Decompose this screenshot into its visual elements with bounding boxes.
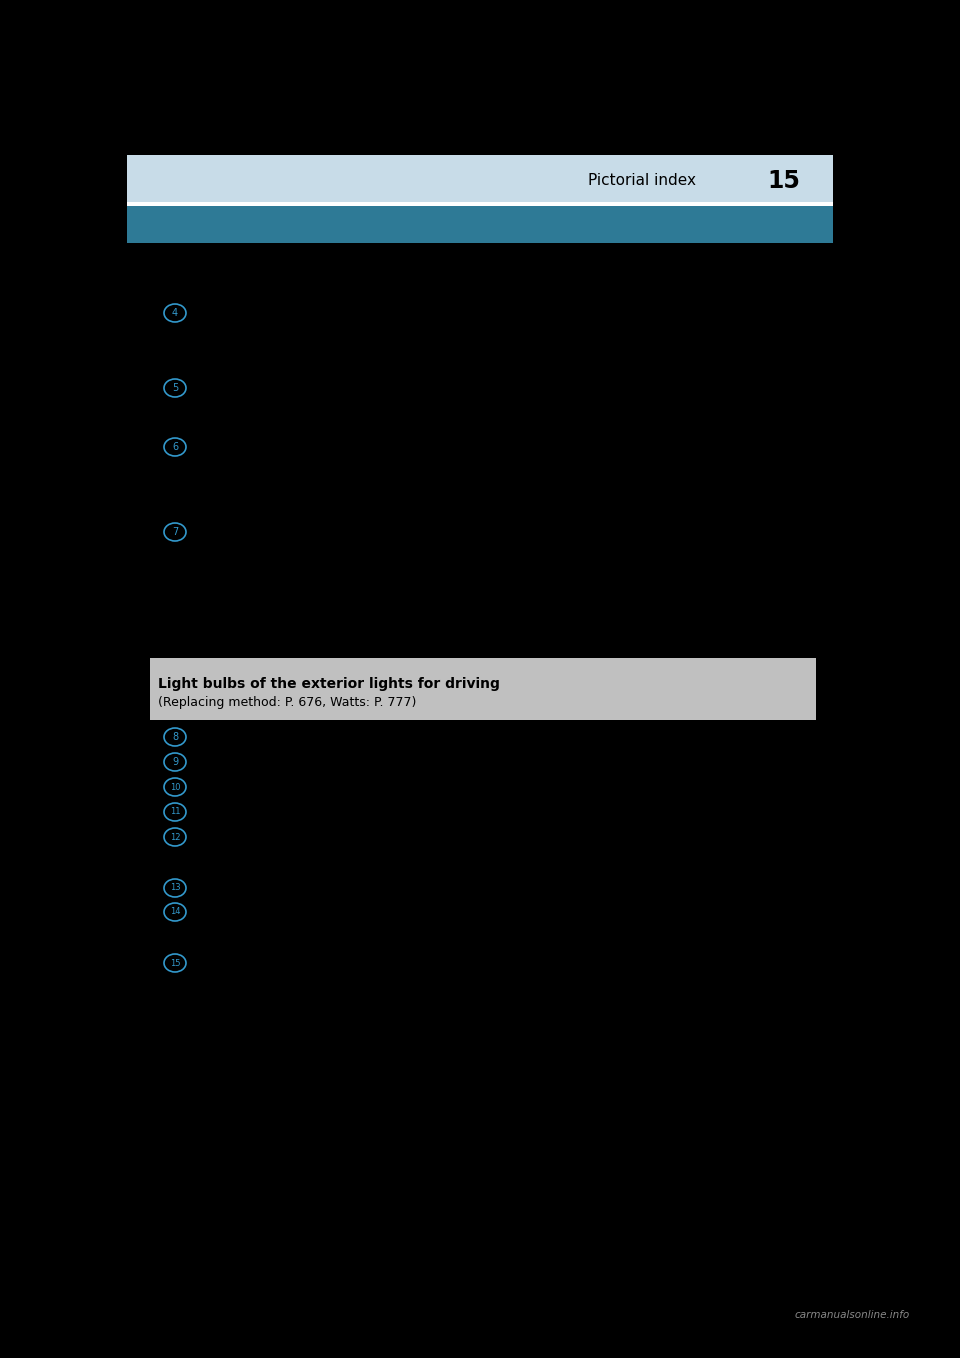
Text: 12: 12 (170, 832, 180, 842)
FancyBboxPatch shape (127, 155, 833, 202)
Text: 8: 8 (172, 732, 178, 741)
Text: Light bulbs of the exterior lights for driving: Light bulbs of the exterior lights for d… (158, 678, 500, 691)
Text: 4: 4 (172, 308, 178, 318)
FancyBboxPatch shape (127, 202, 833, 206)
Text: 15: 15 (767, 168, 800, 193)
Text: 6: 6 (172, 441, 178, 452)
Text: 7: 7 (172, 527, 179, 536)
Text: Pictorial index: Pictorial index (588, 174, 696, 189)
Text: 5: 5 (172, 383, 179, 392)
FancyBboxPatch shape (150, 659, 816, 720)
FancyBboxPatch shape (127, 206, 833, 243)
Text: carmanualsonline.info: carmanualsonline.info (795, 1310, 910, 1320)
Text: 13: 13 (170, 884, 180, 892)
Text: 14: 14 (170, 907, 180, 917)
Text: 9: 9 (172, 756, 178, 767)
Text: 11: 11 (170, 808, 180, 816)
Text: (Replacing method: P. 676, Watts: P. 777): (Replacing method: P. 676, Watts: P. 777… (158, 697, 417, 709)
Text: 15: 15 (170, 959, 180, 967)
Text: 10: 10 (170, 782, 180, 792)
